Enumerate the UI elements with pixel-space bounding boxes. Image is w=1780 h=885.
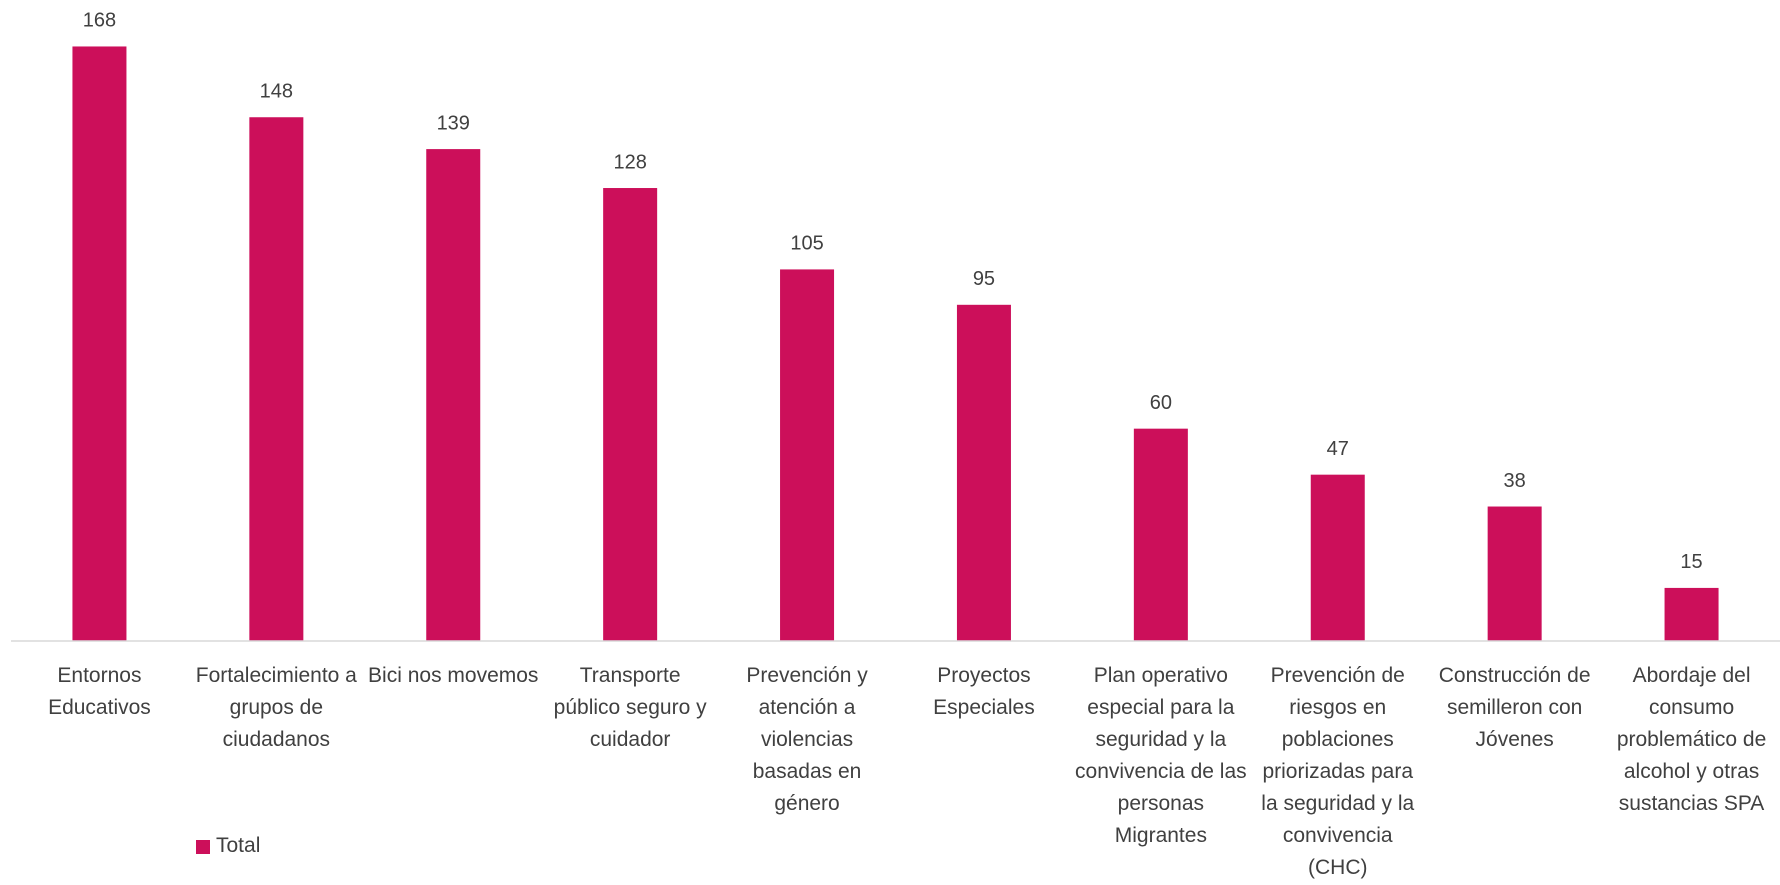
data-label: 15 bbox=[1680, 551, 1702, 573]
data-label: 38 bbox=[1504, 470, 1526, 492]
data-label: 168 bbox=[83, 10, 116, 32]
x-tick-label: Abordaje del consumo problemático de alc… bbox=[1616, 664, 1767, 815]
bar bbox=[249, 117, 304, 641]
data-label: 128 bbox=[613, 151, 646, 173]
data-label: 60 bbox=[1150, 392, 1172, 414]
data-label: 148 bbox=[260, 81, 293, 103]
legend-swatch bbox=[196, 840, 210, 854]
x-tick-label: Proyectos Especiales bbox=[933, 664, 1035, 719]
data-label: 95 bbox=[973, 268, 995, 290]
bar bbox=[1133, 428, 1188, 641]
data-label: 47 bbox=[1327, 438, 1349, 460]
bar bbox=[426, 149, 481, 641]
x-tick-label: Fortalecimiento a grupos de ciudadanos bbox=[195, 664, 357, 751]
bar bbox=[603, 188, 658, 641]
bar bbox=[956, 304, 1011, 641]
data-label: 139 bbox=[437, 112, 470, 134]
x-tick-label: Bici nos movemos bbox=[368, 664, 539, 687]
x-tick-label: Transporte público seguro y cuidador bbox=[553, 664, 707, 751]
bar bbox=[1487, 506, 1542, 641]
legend-label: Total bbox=[216, 834, 261, 857]
bar bbox=[780, 269, 835, 641]
x-tick-label: Entornos Educativos bbox=[48, 664, 151, 719]
data-label: 105 bbox=[790, 233, 823, 255]
x-tick-label: Construcción de semilleron con Jóvenes bbox=[1438, 664, 1591, 751]
x-tick-label: Prevención y atención a violencias basad… bbox=[746, 664, 868, 815]
x-tick-label: Plan operativo especial para la segurida… bbox=[1075, 664, 1247, 847]
bar bbox=[1664, 587, 1719, 641]
bar bbox=[1310, 474, 1365, 641]
bar bbox=[72, 46, 127, 641]
x-tick-label: Prevención de riesgos en poblaciones pri… bbox=[1261, 664, 1415, 879]
